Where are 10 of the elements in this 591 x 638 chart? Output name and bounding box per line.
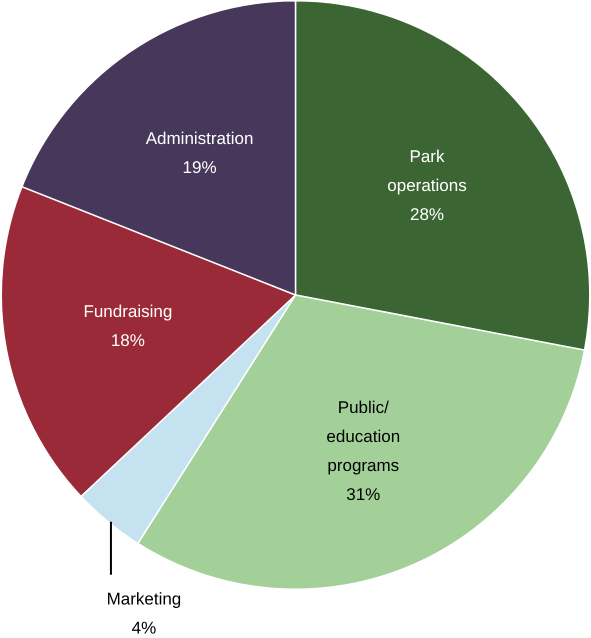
data-label: 18%: [110, 331, 145, 350]
slice-label: Marketing: [106, 589, 182, 608]
slice-label: Park operations: [387, 146, 467, 195]
slice-label: Administration: [146, 129, 254, 148]
slice-label: Public/education programs: [326, 398, 400, 475]
data-label: 28%: [410, 204, 444, 224]
data-label: 19%: [182, 158, 217, 178]
data-label: 4%: [132, 618, 156, 638]
slice-label: Fundraising: [83, 302, 172, 322]
data-label: 31%: [346, 484, 380, 504]
